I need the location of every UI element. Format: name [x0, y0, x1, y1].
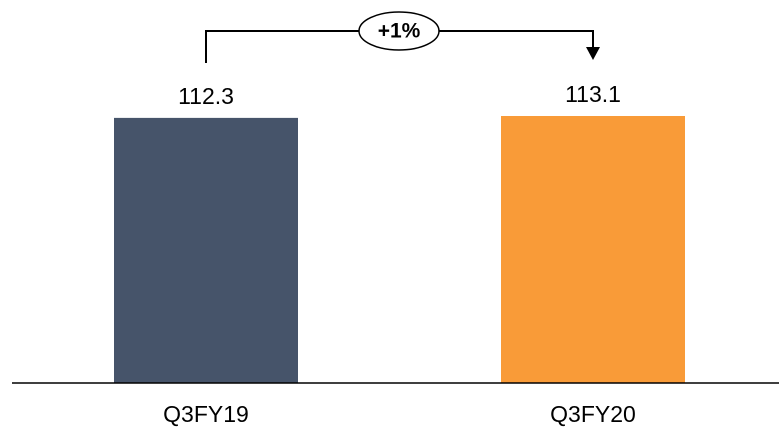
value-label: 112.3 — [178, 83, 234, 109]
arrowhead-icon — [586, 47, 600, 60]
bar-q3fy19 — [114, 117, 298, 383]
change-badge — [358, 11, 440, 51]
bars-layer — [114, 116, 685, 383]
category-label: Q3FY20 — [550, 401, 636, 427]
category-label: Q3FY19 — [163, 401, 249, 427]
change-label: +1% — [378, 20, 421, 43]
labels-layer: 112.3 Q3FY19 113.1 Q3FY20 — [163, 81, 636, 427]
change-annotation: +1% — [205, 11, 600, 63]
value-label: 113.1 — [565, 81, 621, 107]
bar-q3fy20 — [501, 116, 685, 383]
